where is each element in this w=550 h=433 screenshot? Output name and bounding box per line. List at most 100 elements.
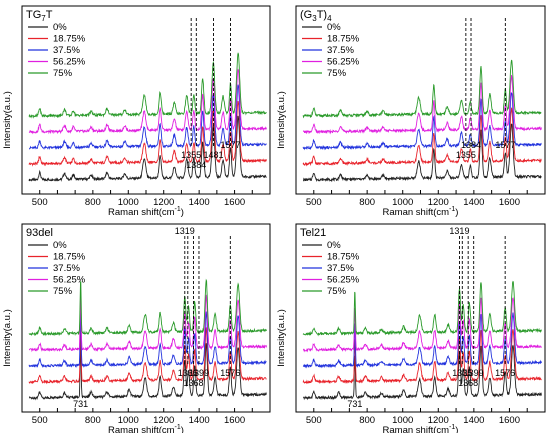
peak-label: 1319 [449, 226, 469, 236]
x-tick-label: 1200 [428, 197, 449, 208]
x-axis-label: Raman shift(cm-1) [108, 206, 184, 218]
spectrum-line [302, 92, 542, 151]
spectrum-line [28, 52, 267, 119]
y-axis-label: Intensity(a.u.) [276, 91, 287, 149]
panel-title: 93del [26, 227, 53, 239]
peak-label: 731 [73, 399, 88, 409]
legend-label: 37.5% [327, 263, 354, 274]
legend-label: 37.5% [327, 45, 354, 56]
spectrum-line [302, 107, 542, 167]
spectrum-line [28, 343, 267, 401]
legend-label: 0% [327, 22, 341, 33]
spectrum-line [28, 115, 267, 182]
x-tick-label: 1000 [118, 197, 139, 208]
peak-label: 1399 [189, 368, 209, 378]
x-tick-label: 1000 [118, 415, 139, 426]
peak-label: 1355 [456, 150, 476, 160]
legend-label: 56.25% [53, 57, 86, 68]
x-tick-label: 800 [359, 415, 375, 426]
x-axis-label: Raman shift(cm-1) [108, 424, 184, 433]
x-tick-label: 1600 [499, 197, 520, 208]
legend-label: 0% [53, 240, 67, 251]
legend-label: 0% [53, 22, 67, 33]
panel-4: 500 800 1000 1200 1400 1600 Raman shift(cm-1) I… [276, 223, 546, 433]
peak-label: 1335 [452, 368, 472, 378]
x-tick-label: 1600 [224, 415, 245, 426]
x-axis-label: Raman shift(cm-1) [383, 424, 459, 433]
panel-title: (G3T)4 [300, 9, 332, 23]
peak-label: 1384 [461, 140, 481, 150]
x-tick-label: 800 [85, 415, 101, 426]
peak-label: 731 [347, 399, 362, 409]
peak-label: 1577 [220, 140, 240, 150]
legend-label: 75% [53, 286, 73, 297]
legend-label: 18.75% [327, 34, 360, 45]
legend-label: 37.5% [53, 263, 80, 274]
x-tick-label: 1400 [463, 415, 484, 426]
spectrum-line [28, 278, 267, 337]
spectrum-line [302, 74, 542, 135]
legend-label: 75% [327, 286, 347, 297]
panel-1: 500 800 1000 1200 1400 1600 Raman shift(cm-1) I… [2, 5, 271, 218]
peak-label: 1319 [175, 226, 195, 236]
legend-label: 18.75% [327, 252, 360, 263]
x-tick-label: 1600 [499, 415, 520, 426]
legend-label: 75% [327, 68, 347, 79]
x-tick-label: 500 [306, 415, 322, 426]
x-tick-label: 1200 [428, 415, 449, 426]
panel-title: TG7T [26, 9, 53, 23]
y-axis-label: Intensity(a.u.) [2, 309, 13, 367]
legend-label: 56.25% [327, 57, 360, 68]
y-axis-label: Intensity(a.u.) [276, 309, 287, 367]
legend-label: 37.5% [53, 45, 80, 56]
spectrum-line [302, 329, 542, 385]
peak-label: 1355 [181, 150, 201, 160]
x-tick-label: 1400 [463, 197, 484, 208]
legend-label: 18.75% [53, 34, 86, 45]
x-tick-label: 500 [306, 197, 322, 208]
peak-label: 1576 [495, 368, 515, 378]
spectrum-line [303, 123, 542, 183]
spectrum-line [302, 312, 542, 369]
x-axis-label: Raman shift(cm-1) [383, 206, 459, 218]
x-tick-label: 1000 [392, 415, 413, 426]
x-tick-label: 500 [32, 415, 48, 426]
spectrum-line [302, 59, 542, 119]
peak-label: 1336 [178, 368, 198, 378]
peak-label: 1481 [203, 150, 223, 160]
x-tick-label: 1200 [153, 197, 174, 208]
spectrum-line [28, 327, 267, 385]
x-tick-label: 500 [32, 197, 48, 208]
legend-label: 0% [327, 240, 341, 251]
peak-label: 1399 [464, 368, 484, 378]
legend-label: 56.25% [327, 275, 360, 286]
x-tick-label: 1400 [189, 197, 210, 208]
spectrum-line [28, 294, 267, 353]
y-axis-label: Intensity(a.u.) [2, 91, 13, 149]
spectrum-line [302, 297, 542, 353]
panel-title: Tel21 [300, 227, 326, 239]
panel-2: 500 800 1000 1200 1400 1600 Raman shift(cm-1) I… [276, 5, 546, 218]
x-tick-label: 1000 [392, 197, 413, 208]
legend-label: 75% [53, 68, 73, 79]
x-tick-label: 800 [85, 197, 101, 208]
peak-label: 1576 [220, 368, 240, 378]
peak-label: 1577 [495, 140, 515, 150]
peak-label: 1384 [186, 160, 206, 170]
spectrum-line [302, 344, 542, 401]
x-tick-label: 800 [359, 197, 375, 208]
spectrum-line [28, 68, 267, 135]
peak-label: 1368 [458, 378, 478, 388]
spectrum-line [28, 84, 267, 150]
spectrum-line [302, 280, 542, 337]
peak-label: 1368 [183, 378, 203, 388]
x-tick-label: 1400 [189, 415, 210, 426]
legend-label: 18.75% [53, 252, 86, 263]
legend-label: 56.25% [53, 275, 86, 286]
spectrum-line [28, 101, 267, 167]
x-tick-label: 1200 [153, 415, 174, 426]
x-tick-label: 1600 [224, 197, 245, 208]
panel-3: 500 800 1000 1200 1400 1600 Raman shift(cm-1) I… [2, 223, 271, 433]
spectrum-line [28, 311, 267, 369]
